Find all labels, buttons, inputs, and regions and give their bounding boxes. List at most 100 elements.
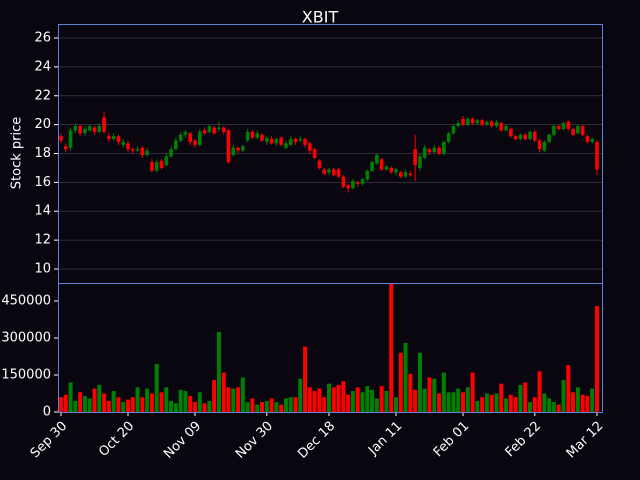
volume-bar [456,388,461,412]
volume-bar [451,392,456,412]
volume-bar [513,397,518,412]
candle-body [68,130,73,148]
y-tick-label: 12 [34,233,51,248]
volume-bar [432,378,437,412]
candle-body [475,120,480,124]
candle-body [264,137,269,142]
candle-body [241,146,245,151]
candle-body [174,140,178,150]
candle-body [126,143,130,150]
candle-body [437,147,441,154]
volume-bar [130,397,135,412]
candle-body [116,136,121,142]
volume-bar [226,387,231,412]
candle-body [327,169,331,173]
volume-bar [68,382,73,412]
volume-bar [269,398,274,412]
y2-tick-label: 300000 [1,331,51,346]
volume-bar [73,400,78,412]
volume-bar [178,389,183,412]
volume-bar [480,397,485,412]
volume-bar [547,398,552,412]
candle-body [432,147,437,153]
volume-bar [394,397,398,412]
candle-body [480,120,484,125]
candle-body [59,136,63,141]
candle-body [102,117,106,132]
candle-body [188,133,193,142]
volume-bar [236,387,241,412]
candle-body [111,136,116,140]
volume-bar [279,404,284,412]
candle-body [269,139,274,144]
volume-bar [341,381,346,412]
candle-body [523,134,528,140]
y-tick-label: 24 [34,59,51,74]
volume-bar [87,398,92,412]
candle-body [485,121,489,125]
volume-bar [303,346,308,412]
candle-body [509,128,513,137]
candle-body [274,139,279,144]
volume-bar [590,388,595,412]
candle-body [355,182,360,184]
volume-bar [293,397,298,412]
volume-bar [355,387,360,412]
volume-bar [317,388,322,412]
candle-body [489,121,494,127]
candle-body [465,118,470,125]
candle-body [408,173,413,176]
candle-body [154,162,159,171]
candle-body [418,156,422,168]
volume-bar [346,394,351,412]
candle-body [341,176,346,187]
volume-bar [327,383,331,412]
candle-body [547,134,551,142]
y-tick-label: 26 [34,31,51,46]
volume-panel-frame [58,283,603,413]
volume-bar [135,387,140,412]
candle-body [576,126,580,134]
volume-bar [417,352,422,412]
volume-bar [408,373,413,412]
volume-bar [384,391,389,412]
candle-body [379,159,384,170]
candle-body [513,136,518,140]
volume-bar [437,393,442,412]
candle-body [336,169,341,177]
candle-body [164,156,169,166]
volume-bar [159,392,164,412]
y-tick-label: 10 [34,261,51,276]
candle-body [255,133,260,138]
volume-bar [379,386,384,412]
candle-body [427,149,432,153]
volume-bar [193,402,197,412]
volume-bar [255,404,260,412]
y-tick-label: 16 [34,175,51,190]
volume-bar [528,402,532,412]
volume-bar [140,397,145,412]
candle-body [231,147,236,155]
volume-bar [240,377,245,412]
candle-body [398,172,403,177]
y2-tick-label: 150000 [1,368,51,383]
volume-bar [542,393,547,412]
volume-bar [465,387,470,412]
candle-body [456,123,461,127]
candle-body [566,121,571,129]
volume-bar [523,382,528,412]
candle-body [317,160,322,168]
volume-bar [92,388,97,412]
volume-bar [283,398,288,412]
candle-body [518,134,523,140]
chart-title: XBIT [302,8,339,27]
candle-body [571,128,575,135]
volume-bar [427,377,432,412]
y-tick-label: 20 [34,117,51,132]
y2-tick-label: 0 [43,405,51,420]
candle-body [542,141,547,151]
volume-bar [221,372,226,412]
candle-body [303,139,307,145]
volume-bar [499,383,504,412]
candle-body [360,179,365,184]
